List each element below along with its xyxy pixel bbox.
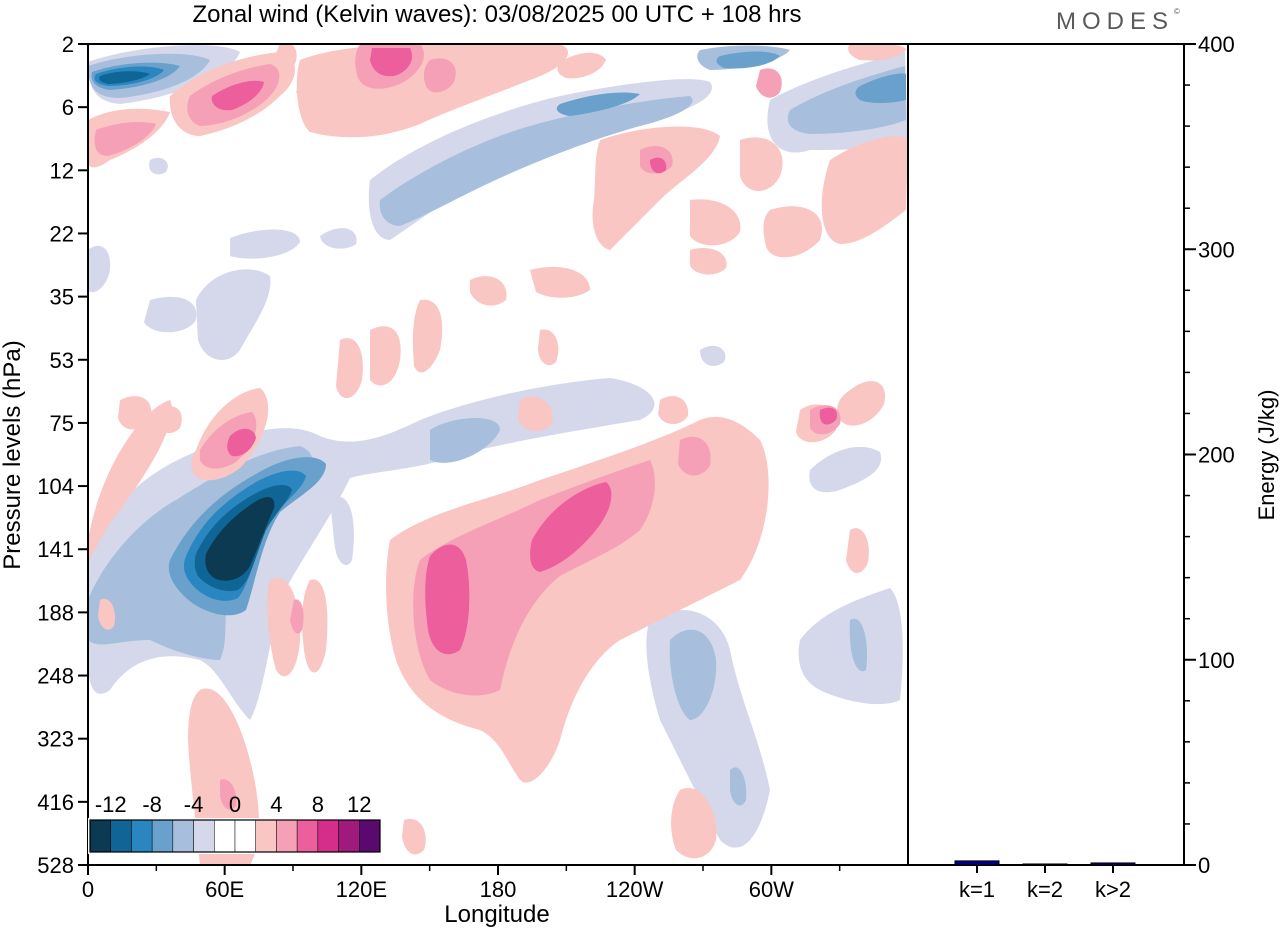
contour-level-plus-6	[211, 48, 838, 655]
energy-category-label: k>2	[1095, 877, 1131, 902]
x-tick-label: 120W	[606, 877, 664, 902]
energy-plot-frame	[907, 43, 1185, 866]
energy-bar	[1090, 862, 1136, 866]
energy-category-label: k=1	[959, 877, 995, 902]
brand-mark: ©	[1174, 7, 1180, 16]
contour-field	[88, 44, 908, 865]
y-tick-label: 75	[50, 411, 74, 436]
energy-tick-label: 300	[1198, 237, 1235, 262]
colorbar-frame	[89, 819, 381, 853]
colorbar-swatch	[317, 819, 339, 853]
pressure-axis: 2 6 12 22 35 53 75 104 141 188 248 323 416 528	[37, 32, 88, 878]
chart-title: Zonal wind (Kelvin waves): 03/08/2025 00…	[193, 1, 802, 28]
colorbar-label: 12	[347, 792, 371, 817]
energy-bar	[1022, 863, 1068, 866]
x-tick-label: 0	[82, 877, 94, 902]
y-tick-label: 528	[37, 853, 74, 878]
x-axis-label: Longitude	[444, 901, 549, 928]
colorbar-label: 4	[270, 792, 282, 817]
y-tick-label: 35	[50, 285, 74, 310]
colorbar-label: 8	[312, 792, 324, 817]
y-tick-label: 6	[62, 95, 74, 120]
y-tick-label: 416	[37, 790, 74, 815]
energy-axis-label: Energy (J/kg)	[1254, 390, 1279, 521]
modes-logo: MODES©	[1056, 7, 1180, 36]
energy-category-label: k=2	[1027, 877, 1063, 902]
colorbar-label: -8	[142, 792, 162, 817]
longitude-axis: 0 60E 120E 180 120W 60W	[82, 865, 841, 902]
colorbar-label: 0	[229, 792, 241, 817]
y-tick-label: 2	[62, 32, 74, 57]
y-tick-label: 22	[50, 221, 74, 246]
x-tick-label: 60W	[749, 877, 794, 902]
colorbar-swatch	[276, 819, 298, 853]
y-tick-label: 141	[37, 537, 74, 562]
energy-tick-label: 200	[1198, 443, 1235, 468]
colorbar-swatch	[359, 819, 381, 853]
y-tick-label: 104	[37, 474, 74, 499]
colorbar-swatch	[172, 819, 194, 853]
y-tick-label: 188	[37, 600, 74, 625]
colorbar-swatch	[338, 819, 360, 853]
colorbar-swatch	[131, 819, 153, 853]
x-tick-label: 120E	[336, 877, 387, 902]
energy-bar	[954, 860, 1000, 866]
colorbar-swatch	[234, 819, 256, 853]
colorbar-swatch	[151, 819, 174, 853]
colorbar-swatch	[296, 819, 319, 853]
y-tick-label: 12	[50, 158, 74, 183]
colorbar-label: -4	[184, 792, 204, 817]
brand-name: MODES	[1056, 8, 1175, 35]
energy-axis: 0 100 200 300 400	[1184, 32, 1235, 878]
colorbar-label: -12	[95, 792, 127, 817]
y-tick-label: 53	[50, 348, 74, 373]
x-tick-label: 180	[480, 877, 517, 902]
colorbar-swatch	[110, 819, 132, 853]
colorbar: -12 -8 -4 0 4 8 12	[88, 792, 382, 854]
colorbar-swatch	[89, 819, 111, 853]
colorbar-swatch	[214, 819, 236, 853]
colorbar-swatch	[255, 819, 277, 853]
x-tick-label: 60E	[205, 877, 244, 902]
energy-tick-label: 0	[1198, 853, 1210, 878]
y-tick-label: 248	[37, 664, 74, 689]
energy-tick-label: 100	[1198, 648, 1235, 673]
energy-tick-label: 400	[1198, 32, 1235, 57]
y-tick-label: 323	[37, 727, 74, 752]
y-axis-label: Pressure levels (hPa)	[0, 340, 26, 569]
energy-bars: k=1 k=2 k>2	[954, 860, 1136, 902]
colorbar-swatch	[193, 819, 215, 853]
contour-level-minus-12	[205, 497, 275, 581]
